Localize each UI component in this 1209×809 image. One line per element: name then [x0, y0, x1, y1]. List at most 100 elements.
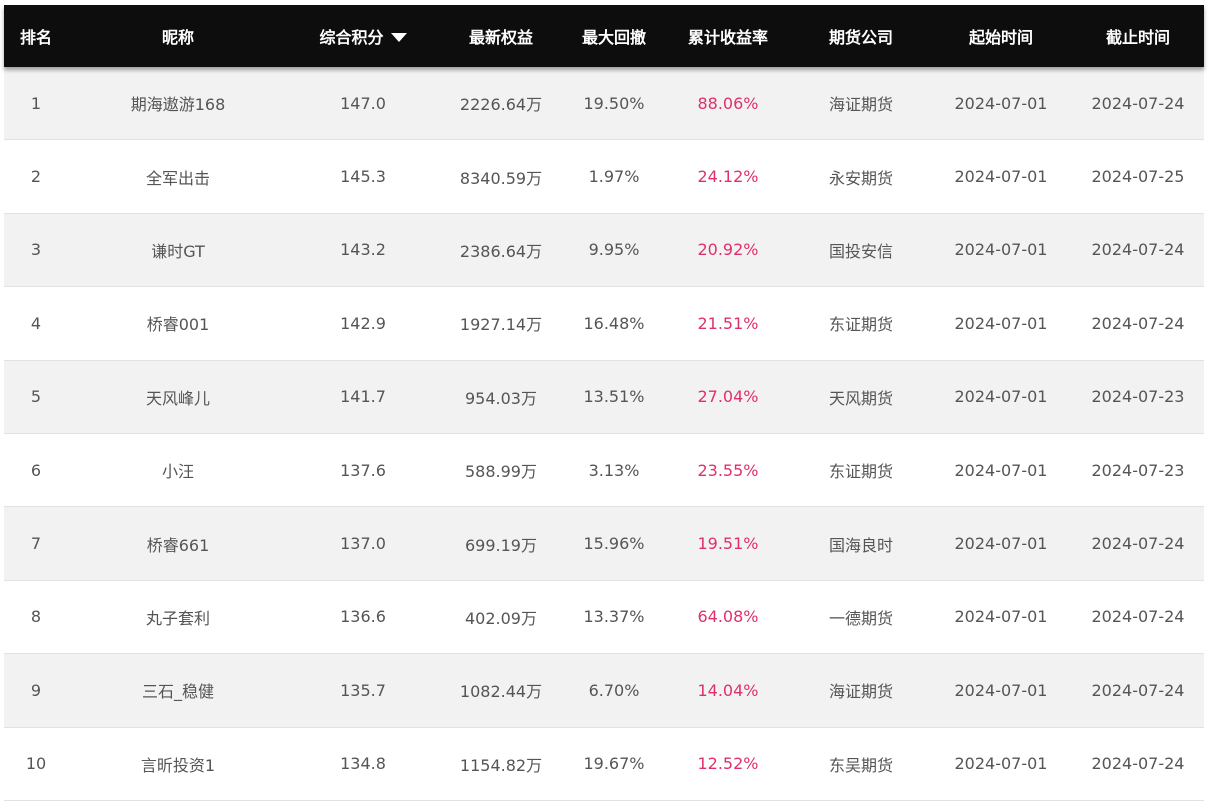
- cell-end-date: 2024-07-24: [1091, 313, 1185, 333]
- cell-company: 永安期货: [828, 168, 893, 188]
- cell-score: 141.7: [340, 387, 386, 407]
- cell-equity: 588.99万: [465, 462, 537, 482]
- cell-rank: 6: [30, 460, 42, 480]
- cell-equity: 8340.59万: [459, 168, 543, 188]
- header-nickname[interactable]: 昵称: [161, 28, 194, 47]
- table-row[interactable]: 8 丸子套利 136.6 402.09万 13.37% 64.08% 一德期货 2024-07…: [4, 580, 1204, 655]
- cell-return-rate: 23.55%: [697, 460, 759, 480]
- cell-start-date: 2024-07-01: [954, 607, 1048, 627]
- cell-score: 145.3: [340, 167, 386, 187]
- ranking-table: 排名 昵称 综合积分 最新权益 最大回撤 累计收益率 期货公司 起始时间 截止时…: [4, 5, 1204, 801]
- cell-end-date: 2024-07-24: [1091, 607, 1185, 627]
- cell-drawdown: 6.70%: [588, 680, 640, 700]
- cell-end-date: 2024-07-23: [1091, 387, 1185, 407]
- cell-drawdown: 15.96%: [583, 534, 645, 554]
- header-return-rate[interactable]: 累计收益率: [687, 28, 768, 47]
- table-header: 排名 昵称 综合积分 最新权益 最大回撤 累计收益率 期货公司 起始时间 截止时…: [4, 5, 1204, 67]
- cell-company: 天风期货: [828, 388, 893, 408]
- cell-nickname: 言昕投资1: [140, 755, 216, 775]
- cell-drawdown: 16.48%: [583, 313, 645, 333]
- cell-equity: 1154.82万: [459, 755, 543, 775]
- cell-company: 东证期货: [828, 462, 893, 482]
- cell-rank: 3: [30, 240, 42, 260]
- table-row[interactable]: 1 期海遨游168 147.0 2226.64万 19.50% 88.06% 海证期货 202…: [4, 67, 1204, 141]
- cell-nickname: 小汪: [161, 462, 194, 482]
- cell-equity: 1927.14万: [459, 315, 543, 335]
- cell-nickname: 丸子套利: [145, 608, 210, 628]
- table-row[interactable]: 10 言昕投资1 134.8 1154.82万 19.67% 12.52% 东吴期货 2024…: [4, 727, 1204, 801]
- table-row[interactable]: 6 小汪 137.6 588.99万 3.13% 23.55% 东证期货 2024-07-01…: [4, 433, 1204, 508]
- cell-start-date: 2024-07-01: [954, 460, 1048, 480]
- cell-return-rate: 14.04%: [697, 680, 759, 700]
- cell-score: 137.6: [340, 460, 386, 480]
- cell-nickname: 全军出击: [145, 168, 210, 188]
- cell-company: 国投安信: [828, 241, 893, 261]
- cell-equity: 1082.44万: [459, 682, 543, 702]
- header-end-date[interactable]: 截止时间: [1105, 28, 1170, 47]
- cell-nickname: 期海遨游168: [130, 95, 226, 115]
- cell-drawdown: 9.95%: [588, 240, 640, 260]
- cell-equity: 699.19万: [465, 535, 537, 555]
- cell-end-date: 2024-07-24: [1091, 534, 1185, 554]
- cell-score: 143.2: [340, 240, 386, 260]
- cell-drawdown: 13.37%: [583, 607, 645, 627]
- cell-return-rate: 88.06%: [697, 93, 759, 113]
- cell-start-date: 2024-07-01: [954, 754, 1048, 774]
- cell-nickname: 桥睿661: [146, 535, 210, 555]
- cell-rank: 9: [30, 680, 42, 700]
- header-score[interactable]: 综合积分: [288, 5, 438, 67]
- cell-return-rate: 24.12%: [697, 167, 759, 187]
- cell-return-rate: 20.92%: [697, 240, 759, 260]
- cell-score: 136.6: [340, 607, 386, 627]
- cell-end-date: 2024-07-23: [1091, 460, 1185, 480]
- cell-start-date: 2024-07-01: [954, 240, 1048, 260]
- table-row[interactable]: 3 谦时GT 143.2 2386.64万 9.95% 20.92% 国投安信 2024-07…: [4, 213, 1204, 288]
- header-company[interactable]: 期货公司: [828, 28, 893, 47]
- cell-company: 一德期货: [828, 608, 893, 628]
- cell-score: 134.8: [340, 754, 386, 774]
- header-score-label: 综合积分: [319, 28, 384, 47]
- cell-nickname: 三石_稳健: [141, 682, 214, 702]
- cell-end-date: 2024-07-24: [1091, 754, 1185, 774]
- cell-rank: 5: [30, 387, 42, 407]
- cell-drawdown: 19.50%: [583, 93, 645, 113]
- cell-end-date: 2024-07-24: [1091, 680, 1185, 700]
- cell-start-date: 2024-07-01: [954, 680, 1048, 700]
- cell-start-date: 2024-07-01: [954, 534, 1048, 554]
- cell-nickname: 桥睿001: [146, 315, 210, 335]
- cell-drawdown: 3.13%: [588, 460, 640, 480]
- header-drawdown[interactable]: 最大回撤: [581, 28, 646, 47]
- table-row[interactable]: 4 桥睿001 142.9 1927.14万 16.48% 21.51% 东证期货 2024-…: [4, 287, 1204, 361]
- cell-company: 东吴期货: [828, 755, 893, 775]
- cell-equity: 954.03万: [465, 388, 537, 408]
- cell-start-date: 2024-07-01: [954, 387, 1048, 407]
- cell-rank: 7: [30, 534, 42, 554]
- cell-return-rate: 12.52%: [697, 754, 759, 774]
- table-row[interactable]: 9 三石_稳健 135.7 1082.44万 6.70% 14.04% 海证期货 2024-0…: [4, 654, 1204, 728]
- cell-nickname: 天风峰儿: [145, 388, 210, 408]
- cell-equity: 2226.64万: [459, 95, 543, 115]
- table-row[interactable]: 7 桥睿661 137.0 699.19万 15.96% 19.51% 国海良时 2024-0…: [4, 507, 1204, 581]
- table-row[interactable]: 2 全军出击 145.3 8340.59万 1.97% 24.12% 永安期货 2024-07…: [4, 140, 1204, 214]
- header-start-date[interactable]: 起始时间: [968, 28, 1033, 47]
- header-rank[interactable]: 排名: [19, 28, 52, 47]
- cell-rank: 8: [30, 607, 42, 627]
- header-equity[interactable]: 最新权益: [468, 28, 533, 47]
- cell-drawdown: 13.51%: [583, 387, 645, 407]
- table-row[interactable]: 5 天风峰儿 141.7 954.03万 13.51% 27.04% 天风期货 2024-07…: [4, 360, 1204, 434]
- cell-drawdown: 19.67%: [583, 754, 645, 774]
- cell-company: 海证期货: [828, 95, 893, 115]
- cell-start-date: 2024-07-01: [954, 313, 1048, 333]
- cell-rank: 2: [30, 167, 42, 187]
- cell-equity: 2386.64万: [459, 241, 543, 261]
- cell-return-rate: 64.08%: [697, 607, 759, 627]
- cell-company: 东证期货: [828, 315, 893, 335]
- cell-return-rate: 19.51%: [697, 534, 759, 554]
- caret-down-icon[interactable]: [390, 32, 407, 42]
- cell-end-date: 2024-07-24: [1091, 240, 1185, 260]
- cell-company: 海证期货: [828, 682, 893, 702]
- cell-score: 137.0: [340, 534, 386, 554]
- cell-score: 142.9: [340, 313, 386, 333]
- cell-end-date: 2024-07-25: [1091, 167, 1185, 187]
- cell-score: 135.7: [340, 680, 386, 700]
